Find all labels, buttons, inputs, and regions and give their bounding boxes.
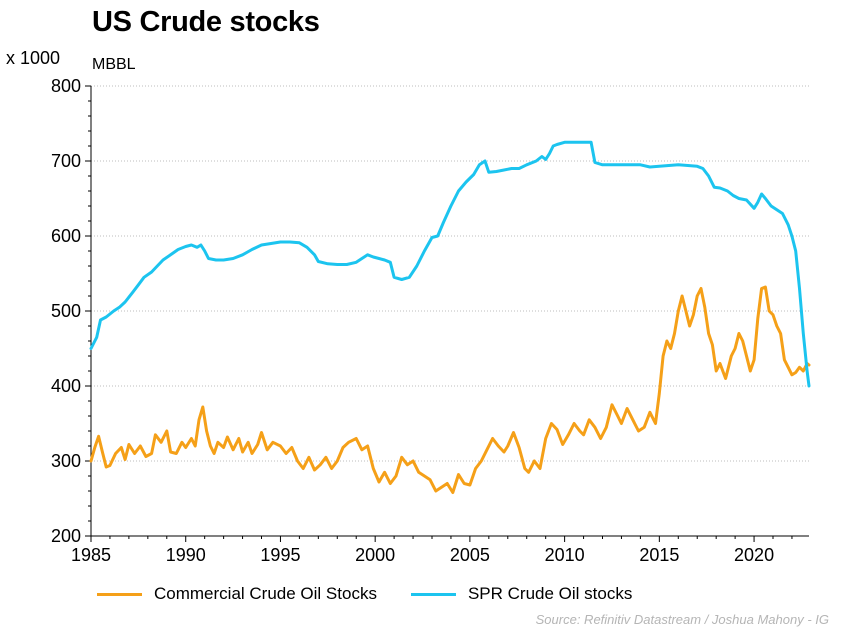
gridlines — [91, 85, 809, 462]
axes: 200 300 400 500 600 700 800 1985 1990 1995 2000 200… — [51, 76, 809, 565]
legend-swatch-spr — [410, 592, 456, 596]
series-line-commercial — [89, 285, 811, 494]
x-tick-label: 1995 — [260, 545, 300, 565]
y-tick-label: 200 — [51, 526, 81, 546]
series-lines — [89, 140, 811, 494]
legend-item-commercial: Commercial Crude Oil Stocks — [97, 584, 377, 604]
y-tick-label: 400 — [51, 376, 81, 396]
legend-item-spr: SPR Crude Oil stocks — [410, 584, 633, 604]
legend: Commercial Crude Oil Stocks SPR Crude Oi… — [97, 584, 666, 604]
x-tick-label: 2005 — [450, 545, 490, 565]
y-tick-label: 600 — [51, 226, 81, 246]
legend-label-spr: SPR Crude Oil stocks — [467, 584, 633, 603]
series-line-spr — [89, 140, 811, 388]
x-tick-label: 2020 — [734, 545, 774, 565]
y-tick-label: 700 — [51, 151, 81, 171]
source-note: Source: Refinitiv Datastream / Joshua Ma… — [535, 612, 829, 627]
x-tick-label: 1985 — [71, 545, 111, 565]
legend-swatch-commercial — [97, 592, 142, 596]
y-axis-multiplier: x 1000 — [6, 48, 61, 68]
y-tick-label: 300 — [51, 451, 81, 471]
x-tick-label: 1990 — [166, 545, 206, 565]
chart-title: US Crude stocks — [92, 6, 320, 38]
x-tick-label: 2015 — [639, 545, 679, 565]
y-axis-unit: MBBL — [92, 56, 136, 73]
legend-label-commercial: Commercial Crude Oil Stocks — [154, 584, 377, 603]
x-tick-label: 2000 — [355, 545, 395, 565]
y-tick-label: 800 — [51, 76, 81, 96]
x-tick-label: 2010 — [545, 545, 585, 565]
y-tick-label: 500 — [51, 301, 81, 321]
